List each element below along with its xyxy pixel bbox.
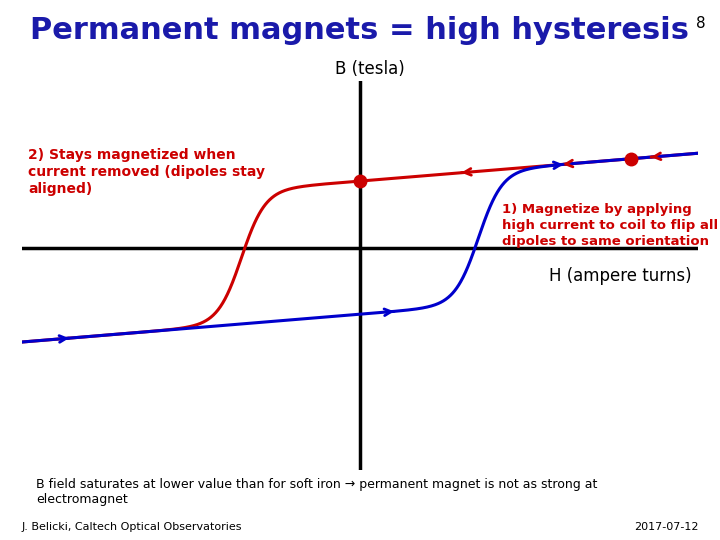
- Text: 2) Stays magnetized when
current removed (dipoles stay
aligned): 2) Stays magnetized when current removed…: [28, 147, 266, 196]
- Text: B (tesla): B (tesla): [336, 60, 405, 78]
- Text: 1) Magnetize by applying
high current to coil to flip all
dipoles to same orient: 1) Magnetize by applying high current to…: [502, 203, 719, 248]
- Text: 2017-07-12: 2017-07-12: [634, 522, 698, 532]
- Text: H (ampere turns): H (ampere turns): [549, 267, 692, 285]
- Text: B field saturates at lower value than for soft iron → permanent magnet is not as: B field saturates at lower value than fo…: [36, 478, 598, 506]
- Text: Permanent magnets = high hysteresis: Permanent magnets = high hysteresis: [30, 16, 690, 45]
- Text: J. Belicki, Caltech Optical Observatories: J. Belicki, Caltech Optical Observatorie…: [22, 522, 242, 532]
- Text: 8: 8: [696, 16, 706, 31]
